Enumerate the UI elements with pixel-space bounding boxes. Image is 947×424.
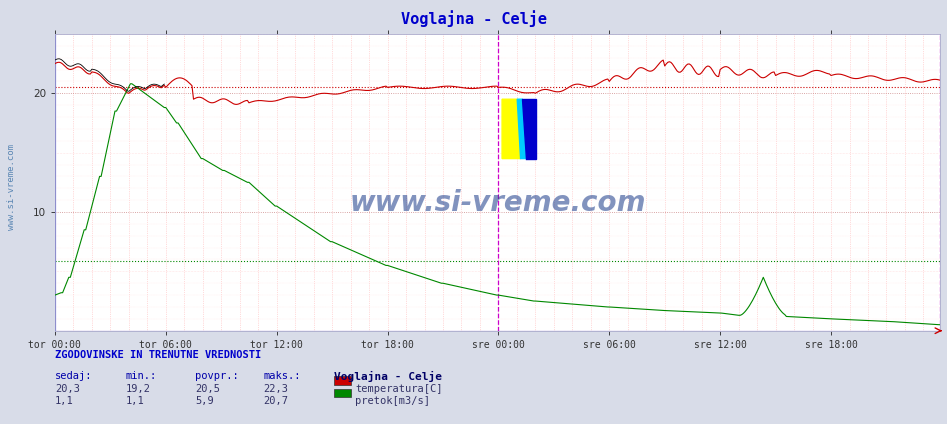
Text: 19,2: 19,2 (126, 384, 151, 394)
Polygon shape (502, 99, 521, 159)
Text: 5,9: 5,9 (195, 396, 214, 407)
Text: www.si-vreme.com: www.si-vreme.com (349, 189, 646, 217)
Text: povpr.:: povpr.: (195, 371, 239, 381)
Text: ZGODOVINSKE IN TRENUTNE VREDNOSTI: ZGODOVINSKE IN TRENUTNE VREDNOSTI (55, 350, 261, 360)
Text: maks.:: maks.: (263, 371, 301, 381)
Text: sedaj:: sedaj: (55, 371, 93, 381)
Text: pretok[m3/s]: pretok[m3/s] (355, 396, 430, 407)
Text: temperatura[C]: temperatura[C] (355, 384, 442, 394)
Text: 1,1: 1,1 (126, 396, 145, 407)
Text: 22,3: 22,3 (263, 384, 288, 394)
Text: www.si-vreme.com: www.si-vreme.com (7, 144, 16, 229)
Text: 20,3: 20,3 (55, 384, 80, 394)
Polygon shape (517, 99, 526, 159)
Text: 1,1: 1,1 (55, 396, 74, 407)
Polygon shape (522, 99, 536, 159)
Text: Voglajna - Celje: Voglajna - Celje (401, 11, 546, 28)
Text: min.:: min.: (126, 371, 157, 381)
Text: 20,7: 20,7 (263, 396, 288, 407)
Text: 20,5: 20,5 (195, 384, 220, 394)
Text: Voglajna - Celje: Voglajna - Celje (334, 371, 442, 382)
